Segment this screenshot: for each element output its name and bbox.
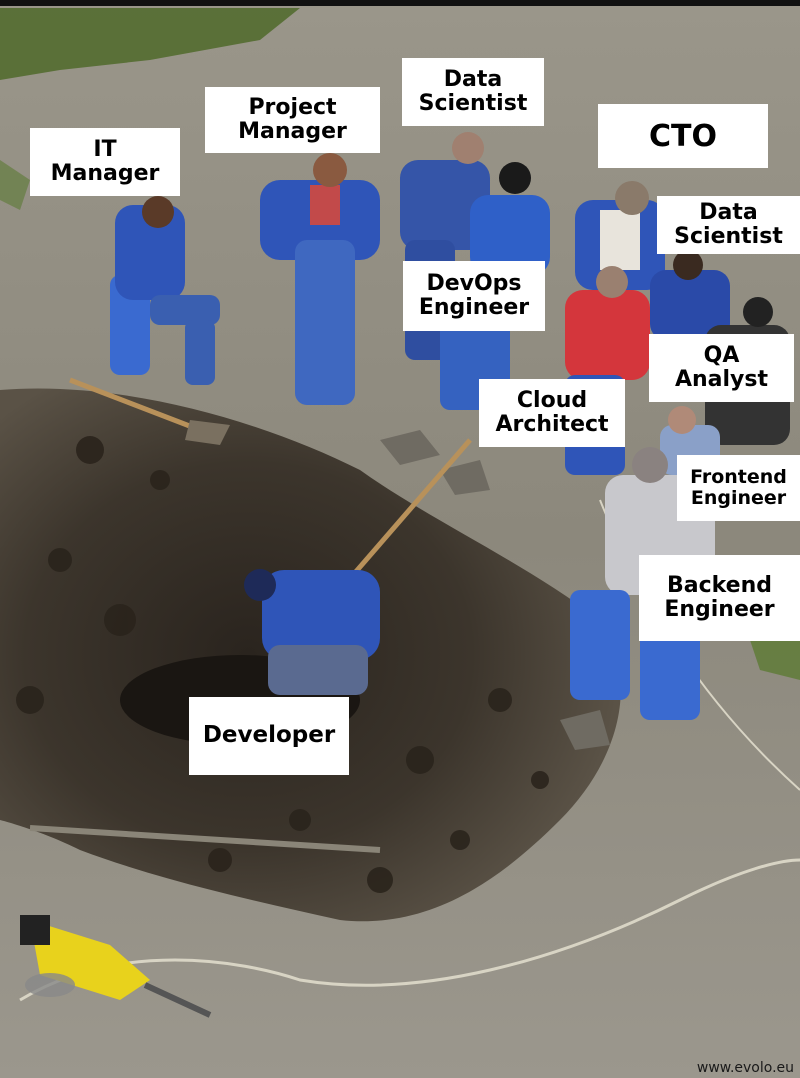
worker-data-scientist-2 <box>650 250 730 340</box>
worker-cto <box>575 181 665 290</box>
worker-project-manager <box>260 153 380 405</box>
label-frontend-engineer: Frontend Engineer <box>677 455 800 521</box>
label-qa-analyst: QA Analyst <box>649 334 794 402</box>
shovel-handle <box>69 377 201 433</box>
top-border <box>0 0 800 6</box>
worker-it-manager <box>110 196 220 385</box>
label-cto: CTO <box>598 104 768 168</box>
label-line: Scientist <box>418 91 528 116</box>
label-data-scientist-1: Data Scientist <box>402 58 544 126</box>
crowbar <box>29 825 381 853</box>
label-line: Scientist <box>674 224 783 249</box>
label-line: Backend <box>666 572 773 598</box>
jackhammer <box>20 915 212 1018</box>
label-line: Project <box>248 94 337 120</box>
dirt-clods <box>16 436 549 893</box>
label-cloud-architect: Cloud Architect <box>479 379 625 447</box>
label-it-manager: IT Manager <box>30 128 180 196</box>
label-line: Data <box>443 66 503 92</box>
label-backend-engineer: Backend Engineer <box>639 555 800 641</box>
label-line: Data <box>699 199 758 225</box>
label-line: Engineer <box>690 487 787 509</box>
label-line: Manager <box>50 161 160 186</box>
label-line: Developer <box>202 722 336 749</box>
label-line: Frontend <box>690 466 787 489</box>
cable <box>19 858 800 1002</box>
label-project-manager: Project Manager <box>205 87 380 153</box>
label-line: Cloud <box>516 387 588 413</box>
label-developer: Developer <box>189 697 349 775</box>
label-line: DevOps <box>426 270 522 296</box>
pickaxe-handle <box>338 438 472 592</box>
label-line: Engineer <box>664 597 775 622</box>
label-data-scientist-2: Data Scientist <box>657 196 800 254</box>
label-line: Manager <box>238 119 347 144</box>
asphalt-chunks <box>380 430 610 750</box>
grass-patch <box>0 160 30 210</box>
worker-developer <box>244 569 380 695</box>
label-devops-engineer: DevOps Engineer <box>403 261 545 331</box>
label-line: CTO <box>649 118 717 154</box>
label-line: Analyst <box>674 367 769 392</box>
label-line: IT <box>93 136 117 162</box>
label-line: Architect <box>495 412 609 437</box>
grass-patch <box>0 8 300 80</box>
watermark: www.evolo.eu <box>696 1060 794 1076</box>
shovel-blade <box>185 420 230 445</box>
label-line: QA <box>703 342 740 368</box>
label-line: Engineer <box>418 295 530 320</box>
